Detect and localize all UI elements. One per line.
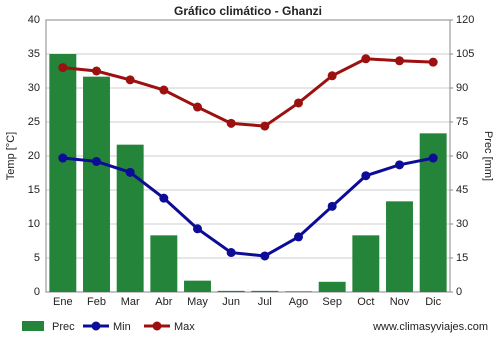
bar bbox=[83, 76, 110, 293]
bar bbox=[150, 235, 178, 292]
y2-tick-label: 15 bbox=[456, 252, 468, 264]
y-tick-label: 5 bbox=[34, 252, 40, 264]
point bbox=[193, 224, 202, 234]
point bbox=[260, 251, 270, 261]
y2-tick-label: 60 bbox=[456, 150, 468, 162]
point bbox=[125, 167, 135, 177]
source: www.climasyviajes.com bbox=[372, 321, 488, 333]
x-tick-label: Nov bbox=[390, 296, 410, 308]
bar bbox=[352, 235, 380, 292]
point bbox=[193, 102, 202, 112]
x-tick-label: Ene bbox=[53, 296, 73, 308]
point bbox=[125, 75, 135, 85]
point bbox=[58, 63, 68, 73]
point bbox=[226, 248, 236, 258]
y2-tick-label: 30 bbox=[456, 218, 468, 230]
legend-label: Max bbox=[174, 321, 195, 333]
line bbox=[62, 57, 434, 128]
bar bbox=[217, 290, 245, 292]
point bbox=[159, 85, 169, 95]
y2-axis-label: Prec [mm] bbox=[482, 131, 494, 181]
y2-tick-label: 120 bbox=[456, 14, 474, 26]
point bbox=[294, 232, 303, 242]
chart-title: Gráfico climático - Ghanzi bbox=[174, 4, 322, 18]
x-tick-label: Mar bbox=[121, 296, 140, 308]
y-axis-label: Temp [°C] bbox=[5, 132, 17, 180]
x-tick-label: Jul bbox=[258, 296, 272, 308]
point bbox=[92, 156, 101, 166]
y2-tick-label: 45 bbox=[456, 184, 468, 196]
y2-tick-label: 105 bbox=[456, 48, 474, 60]
point bbox=[327, 201, 337, 211]
y2-tick-label: 0 bbox=[456, 286, 462, 298]
y2-tick-label: 90 bbox=[456, 82, 468, 94]
bar bbox=[386, 201, 413, 292]
x-tick-label: Jun bbox=[222, 296, 240, 308]
legend-label: Prec bbox=[52, 321, 75, 333]
bar bbox=[184, 280, 211, 292]
point bbox=[92, 66, 101, 76]
legend-label: Min bbox=[113, 321, 131, 333]
point bbox=[327, 71, 337, 81]
x-tick-label: Feb bbox=[87, 296, 106, 308]
point bbox=[159, 193, 169, 203]
bar bbox=[251, 290, 279, 292]
y-tick-label: 20 bbox=[28, 150, 40, 162]
legend-swatch bbox=[152, 321, 162, 331]
x-tick-label: Ago bbox=[289, 296, 309, 308]
y-tick-label: 35 bbox=[28, 48, 40, 60]
point bbox=[226, 118, 236, 128]
point bbox=[361, 171, 371, 181]
line bbox=[62, 156, 434, 258]
legend-swatch bbox=[91, 321, 101, 331]
point bbox=[294, 98, 303, 108]
y-tick-label: 10 bbox=[28, 218, 40, 230]
point bbox=[395, 56, 404, 66]
point bbox=[58, 153, 68, 163]
y-tick-label: 40 bbox=[28, 14, 40, 26]
bar bbox=[285, 291, 312, 292]
x-tick-label: Oct bbox=[357, 296, 374, 308]
bar bbox=[318, 281, 346, 292]
x-tick-label: Abr bbox=[155, 296, 172, 308]
x-tick-label: Sep bbox=[322, 296, 342, 308]
y-tick-label: 15 bbox=[28, 184, 40, 196]
point bbox=[428, 57, 438, 67]
x-tick-label: Dic bbox=[425, 296, 441, 308]
bar bbox=[116, 144, 144, 292]
y-tick-label: 0 bbox=[34, 286, 40, 298]
point bbox=[428, 153, 438, 163]
legend-swatch bbox=[22, 321, 44, 331]
y2-tick-label: 75 bbox=[456, 116, 468, 128]
plot-frame bbox=[45, 19, 451, 293]
x-tick-label: May bbox=[187, 296, 208, 308]
y-tick-label: 30 bbox=[28, 82, 40, 94]
point bbox=[361, 54, 371, 64]
point bbox=[395, 160, 404, 170]
point bbox=[260, 121, 270, 131]
bar bbox=[49, 54, 77, 292]
y-tick-label: 25 bbox=[28, 116, 40, 128]
